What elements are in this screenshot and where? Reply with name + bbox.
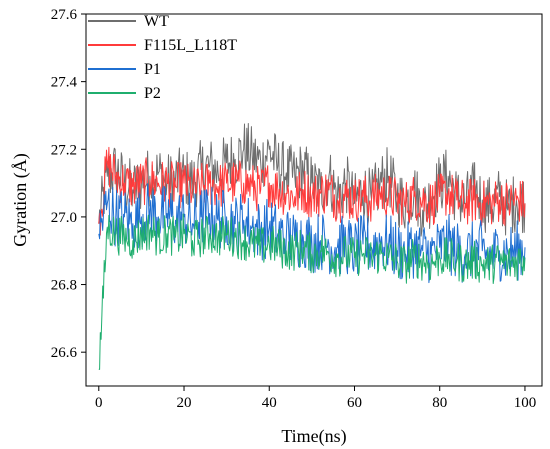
legend-label-3: P2	[144, 85, 161, 102]
y-tick-label: 26.8	[51, 278, 77, 294]
series-line-1	[98, 146, 526, 236]
series-line-3	[98, 213, 526, 370]
legend-label-2: P1	[144, 61, 161, 78]
legend: WT F115L_L118T P1 P2	[88, 13, 237, 102]
legend-label-0: WT	[144, 13, 169, 30]
y-tick-label: 27.6	[51, 7, 78, 23]
y-tick-label: 27.0	[51, 210, 77, 226]
x-tick-label: 60	[347, 395, 362, 411]
legend-label-1: F115L_L118T	[144, 37, 237, 54]
x-tick-label: 40	[262, 395, 277, 411]
x-axis-title: Time(ns)	[281, 426, 346, 447]
x-tick-label: 20	[177, 395, 192, 411]
series-layer	[98, 123, 526, 370]
x-tick-label: 80	[432, 395, 447, 411]
y-axis-title: Gyration (Å)	[10, 153, 31, 246]
y-tick-label: 27.2	[51, 142, 77, 158]
y-tick-label: 27.4	[51, 75, 78, 91]
x-tick-label: 100	[514, 395, 537, 411]
x-tick-label: 0	[95, 395, 103, 411]
plot-frame	[85, 13, 543, 387]
y-tick-label: 26.6	[51, 345, 78, 361]
series-line-2	[98, 183, 526, 284]
axes-layer: 0 20 40 60 80 100 26.6 26.8 27.0 27.2 27.4 27.6	[51, 7, 536, 411]
